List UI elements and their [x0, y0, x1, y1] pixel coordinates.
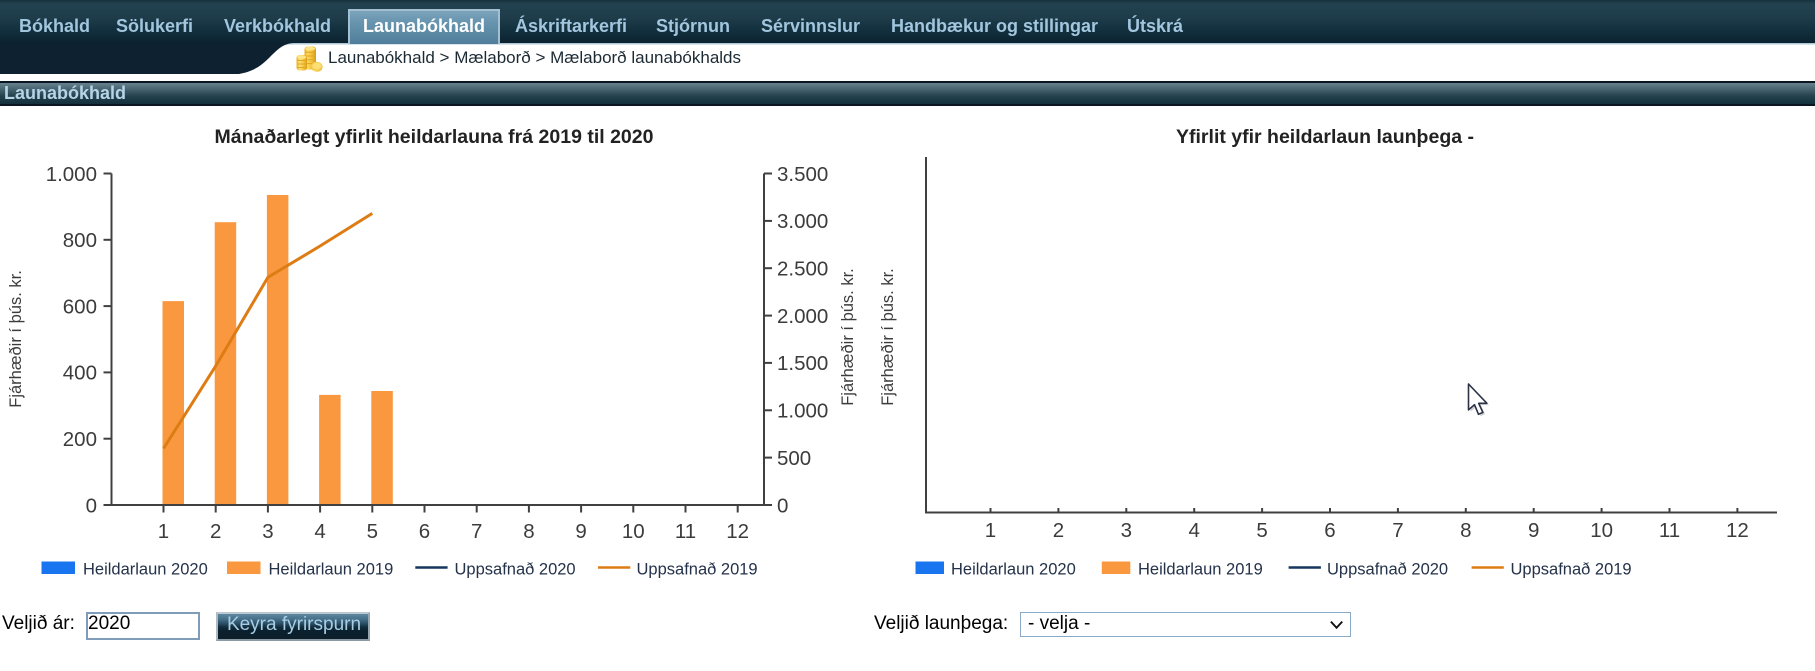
svg-text:Yfirlit yfir heildarlaun launþ: Yfirlit yfir heildarlaun launþega - [1176, 126, 1474, 148]
svg-text:4: 4 [314, 520, 325, 543]
svg-text:200: 200 [63, 428, 97, 451]
svg-text:800: 800 [63, 229, 97, 252]
svg-text:Mánaðarlegt yfirlit heildarlau: Mánaðarlegt yfirlit heildarlauna frá 201… [215, 126, 654, 148]
svg-text:7: 7 [471, 520, 482, 543]
svg-text:1.000: 1.000 [46, 163, 97, 186]
svg-text:0: 0 [86, 494, 97, 517]
svg-text:2: 2 [1053, 519, 1064, 542]
svg-text:Heildarlaun 2019: Heildarlaun 2019 [1138, 561, 1263, 579]
svg-text:2.500: 2.500 [777, 258, 828, 281]
svg-text:8: 8 [523, 520, 534, 543]
svg-text:5: 5 [367, 520, 378, 543]
svg-text:2: 2 [210, 520, 221, 543]
svg-text:9: 9 [575, 520, 586, 543]
svg-text:Uppsafnað 2019: Uppsafnað 2019 [1511, 561, 1632, 579]
svg-text:9: 9 [1528, 519, 1539, 542]
svg-text:Heildarlaun 2020: Heildarlaun 2020 [83, 561, 208, 579]
svg-text:2.000: 2.000 [777, 305, 828, 328]
svg-text:11: 11 [675, 520, 696, 543]
svg-text:3: 3 [1121, 519, 1132, 542]
svg-text:0: 0 [777, 494, 788, 517]
svg-text:1.500: 1.500 [777, 352, 828, 375]
svg-text:12: 12 [726, 520, 749, 543]
svg-text:Uppsafnað 2020: Uppsafnað 2020 [1327, 561, 1448, 579]
svg-text:11: 11 [1659, 519, 1680, 542]
svg-text:1: 1 [985, 519, 996, 542]
svg-text:3.500: 3.500 [777, 163, 828, 186]
svg-text:5: 5 [1256, 519, 1267, 542]
svg-text:500: 500 [777, 447, 811, 470]
svg-text:Fjárhæðir í þús. kr.: Fjárhæðir í þús. kr. [879, 268, 897, 406]
svg-text:3: 3 [262, 520, 273, 543]
svg-text:12: 12 [1726, 519, 1749, 542]
svg-text:1: 1 [158, 520, 169, 543]
svg-text:600: 600 [63, 295, 97, 318]
svg-text:6: 6 [1324, 519, 1335, 542]
svg-text:7: 7 [1392, 519, 1403, 542]
svg-text:8: 8 [1460, 519, 1471, 542]
svg-text:10: 10 [1590, 519, 1613, 542]
svg-text:Uppsafnað 2019: Uppsafnað 2019 [637, 561, 758, 579]
svg-text:Uppsafnað 2020: Uppsafnað 2020 [455, 561, 576, 579]
svg-text:1.000: 1.000 [777, 400, 828, 423]
svg-text:6: 6 [419, 520, 430, 543]
svg-text:Fjárhæðir í þús. kr.: Fjárhæðir í þús. kr. [7, 270, 25, 408]
svg-text:Heildarlaun 2019: Heildarlaun 2019 [269, 561, 394, 579]
svg-text:10: 10 [622, 520, 645, 543]
svg-text:Fjárhæðir í þús. kr.: Fjárhæðir í þús. kr. [839, 268, 857, 406]
svg-text:4: 4 [1188, 519, 1199, 542]
svg-text:400: 400 [63, 362, 97, 385]
svg-text:3.000: 3.000 [777, 210, 828, 233]
svg-text:Heildarlaun 2020: Heildarlaun 2020 [951, 561, 1076, 579]
